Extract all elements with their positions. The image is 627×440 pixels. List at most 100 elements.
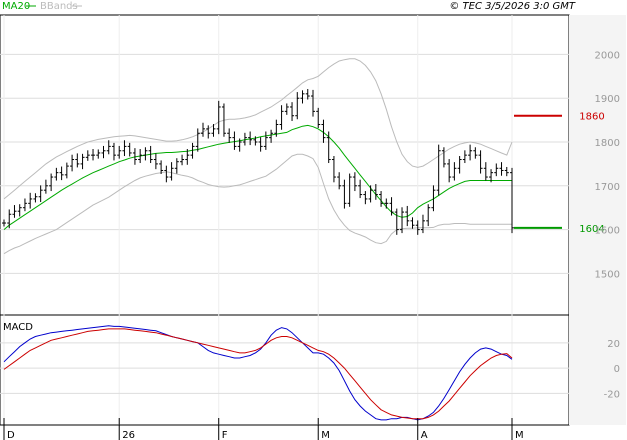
price-bar	[274, 119, 279, 137]
macd-tick-label: 20	[607, 339, 620, 350]
price-bar	[75, 153, 80, 168]
price-bar	[269, 129, 274, 143]
price-bar	[59, 166, 64, 181]
price-level-label: 1604	[579, 224, 604, 235]
price-bar	[237, 138, 242, 152]
price-bar	[310, 89, 315, 117]
price-bar	[253, 136, 258, 146]
price-bar	[248, 131, 253, 146]
price-bar	[326, 131, 331, 164]
price-bar	[504, 166, 509, 177]
price-bar	[2, 219, 6, 227]
price-bar	[358, 179, 363, 199]
price-bar	[457, 156, 462, 174]
macd-axis-labels: 20 0 -20	[604, 339, 620, 401]
price-bar	[342, 179, 347, 209]
macd-line	[3, 325, 513, 421]
price-bar	[426, 204, 431, 227]
macd-panel	[0, 314, 570, 426]
price-bar	[132, 148, 137, 165]
price-bar	[101, 145, 106, 159]
legend-ma20: MA20	[2, 1, 30, 12]
price-bar	[410, 217, 415, 229]
price-tick-label: 2000	[595, 50, 620, 61]
price-bar	[242, 132, 247, 146]
price-bar	[489, 169, 494, 183]
price-bar	[510, 167, 514, 234]
copyright-text: © TEC 3/5/2026 3:0 GMT	[449, 1, 576, 12]
price-bar	[331, 156, 336, 183]
price-bar	[211, 124, 216, 137]
price-bar	[201, 122, 206, 137]
bollinger-bands	[3, 58, 513, 255]
price-bar	[499, 162, 504, 176]
price-levels: 1860 1604	[514, 112, 605, 235]
price-bar	[185, 149, 190, 165]
price-bar	[91, 149, 96, 161]
macd-tick-label: 0	[614, 364, 620, 375]
ma20-line	[3, 124, 512, 230]
macd-title: MACD	[3, 322, 33, 333]
price-bar	[347, 173, 352, 207]
price-bar	[373, 184, 378, 200]
price-bar	[363, 191, 368, 205]
price-bar	[394, 208, 399, 235]
price-bar	[190, 142, 195, 159]
x-tick-label: D	[7, 430, 15, 440]
price-bar	[400, 207, 405, 234]
price-bar	[143, 147, 148, 161]
x-tick-label: F	[222, 430, 228, 440]
price-bar	[441, 147, 446, 168]
price-bar	[38, 185, 43, 203]
price-bar	[232, 131, 237, 150]
price-bar	[352, 172, 357, 192]
price-bar	[33, 193, 38, 203]
price-bar	[494, 163, 499, 177]
price-bar	[164, 165, 169, 183]
price-bar	[290, 102, 295, 121]
price-bar	[473, 147, 478, 159]
price-bar	[80, 153, 85, 170]
price-bar	[12, 205, 17, 218]
right-axis-strip	[569, 15, 626, 425]
price-bar	[174, 158, 179, 174]
price-bar	[122, 140, 127, 157]
price-bar	[127, 142, 132, 157]
price-bar	[180, 154, 185, 166]
price-bar	[447, 159, 452, 183]
price-bar	[28, 192, 33, 209]
price-bar	[206, 125, 211, 139]
macd-lines	[3, 325, 513, 421]
price-bar	[379, 191, 384, 207]
price-tick-label: 1800	[595, 138, 620, 149]
price-bar	[49, 173, 54, 192]
x-tick-label: A	[421, 430, 428, 440]
price-bar	[216, 100, 221, 135]
price-bar	[452, 162, 457, 181]
price-bar	[483, 162, 488, 181]
price-bar	[279, 105, 284, 130]
macd-signal-line	[3, 328, 513, 420]
price-bar	[305, 89, 310, 100]
price-bar	[436, 144, 441, 196]
price-bar	[295, 92, 300, 120]
price-bar	[284, 103, 289, 115]
price-bar	[195, 128, 200, 152]
price-bar	[368, 185, 373, 203]
price-bar	[221, 103, 226, 137]
price-panel	[0, 14, 570, 316]
macd-tick-label: -20	[604, 389, 620, 400]
price-tick-label: 1600	[595, 226, 620, 237]
gridlines	[0, 15, 569, 425]
price-bar	[106, 140, 111, 155]
bb-lower-line	[3, 153, 512, 255]
price-bar	[22, 198, 27, 212]
price-bar	[420, 214, 425, 234]
price-tick-label: 1900	[595, 94, 620, 105]
price-bar	[258, 137, 263, 152]
price-bar	[43, 179, 48, 194]
legend-bbands: BBands	[40, 1, 78, 12]
price-bar	[70, 154, 75, 172]
x-tick-label: M	[515, 430, 524, 440]
price-bar	[159, 160, 164, 174]
